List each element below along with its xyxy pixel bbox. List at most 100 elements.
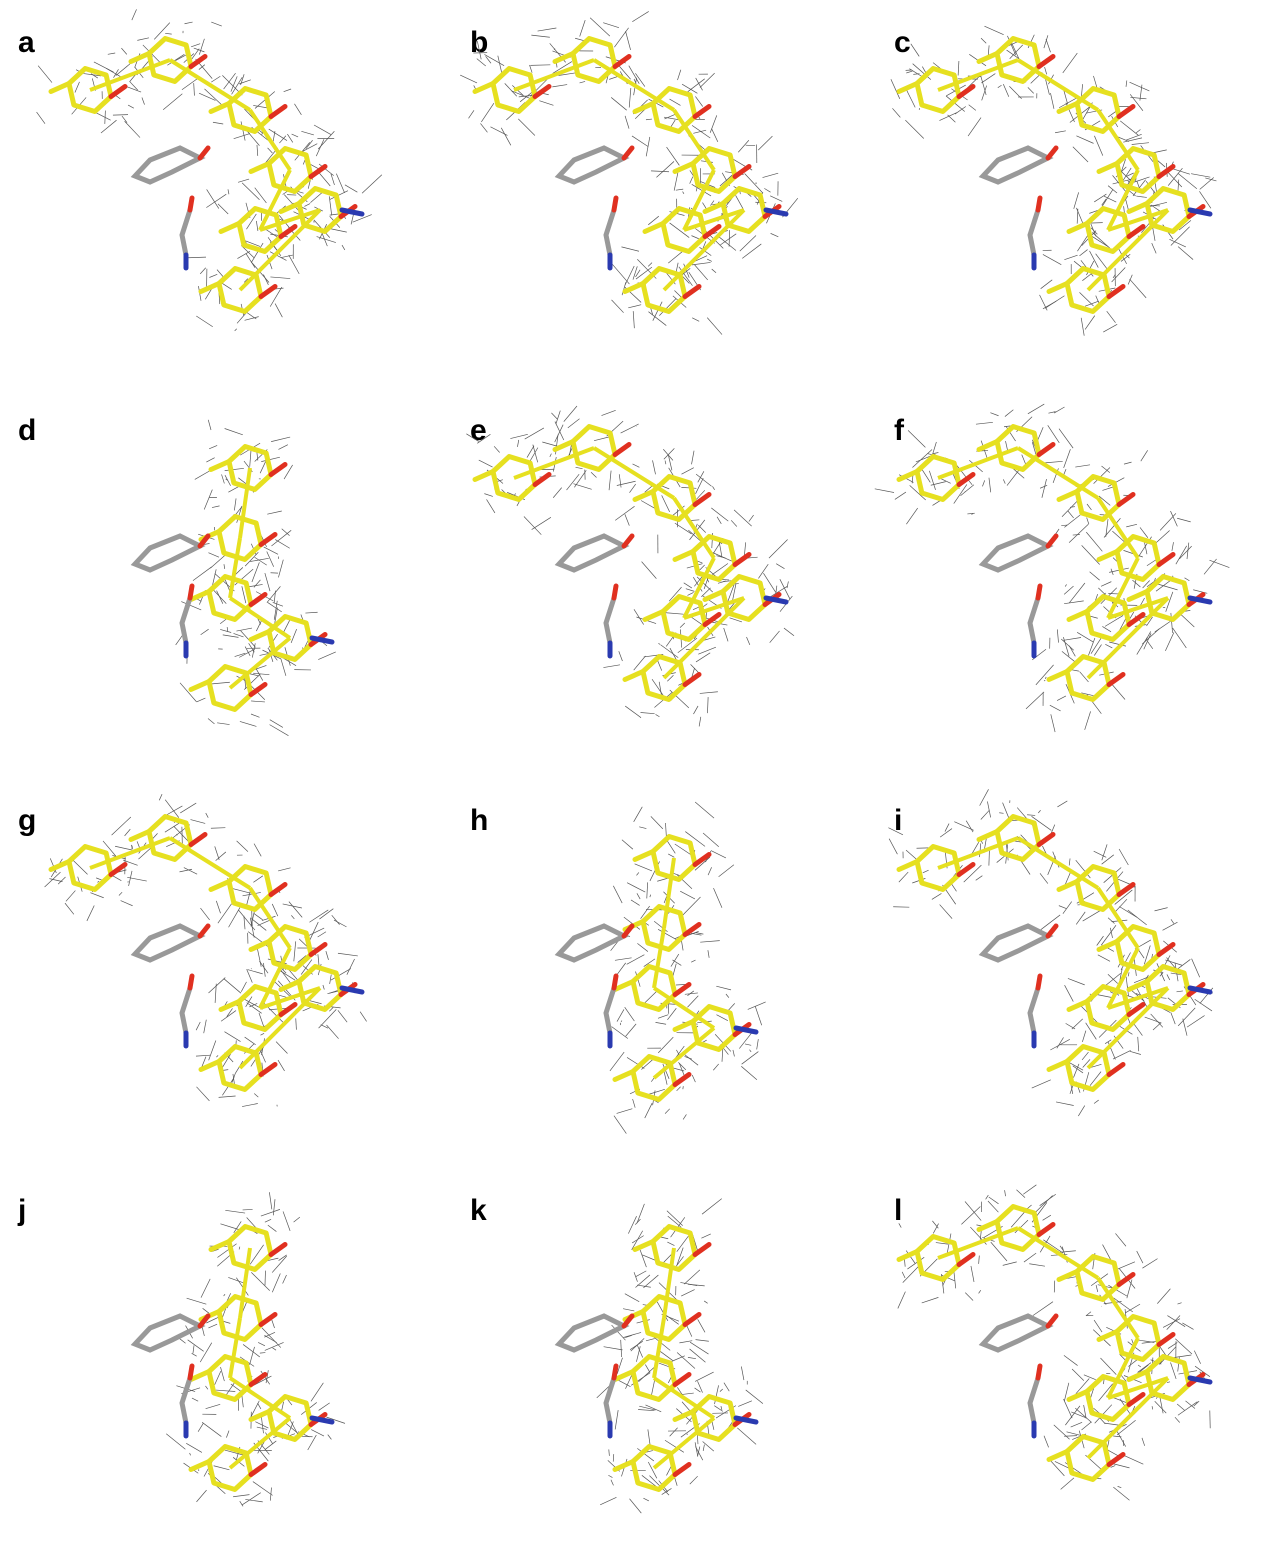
glycosidic-bond — [654, 1318, 664, 1378]
density-mesh — [1036, 665, 1054, 685]
density-mesh — [741, 1367, 744, 1381]
density-mesh — [700, 692, 718, 694]
density-mesh — [612, 300, 624, 313]
oxygen — [1119, 885, 1133, 895]
density-mesh — [234, 134, 250, 139]
density-mesh — [625, 1007, 635, 1021]
substituent — [1049, 283, 1067, 291]
glycosidic-bond — [1018, 60, 1098, 110]
density-mesh — [265, 573, 270, 591]
density-mesh — [632, 136, 648, 147]
density-mesh — [1136, 129, 1140, 132]
density-mesh — [692, 451, 695, 465]
density-mesh — [911, 44, 919, 57]
density-mesh — [637, 1204, 644, 1223]
density-mesh — [617, 1109, 633, 1114]
density-mesh — [480, 123, 487, 132]
density-mesh — [260, 1353, 266, 1354]
density-mesh — [1114, 899, 1127, 913]
density-mesh — [283, 191, 288, 194]
density-mesh — [264, 1332, 275, 1337]
density-mesh — [703, 833, 719, 847]
density-mesh — [212, 682, 230, 684]
density-mesh — [1173, 628, 1187, 648]
glycosidic-bond — [170, 838, 250, 888]
oxygen — [111, 865, 125, 875]
density-mesh — [223, 635, 239, 637]
density-mesh — [1172, 542, 1174, 551]
tyrosine-o — [624, 148, 632, 158]
density-mesh — [242, 1493, 261, 1505]
density-mesh — [125, 121, 140, 137]
density-mesh — [1155, 1401, 1167, 1413]
panel-label: a — [18, 26, 35, 59]
density-mesh — [747, 637, 750, 645]
density-mesh — [484, 494, 492, 497]
density-mesh — [1065, 1406, 1080, 1425]
density-mesh — [246, 253, 255, 267]
density-mesh — [633, 464, 640, 467]
oxygen — [311, 167, 325, 177]
density-mesh — [633, 266, 637, 279]
density-mesh — [628, 1216, 636, 1233]
density-mesh — [206, 1404, 221, 1408]
density-mesh — [576, 467, 583, 468]
density-mesh — [219, 1096, 236, 1097]
density-mesh — [245, 317, 259, 321]
density-mesh — [542, 442, 557, 446]
density-mesh — [692, 262, 711, 264]
density-mesh — [1075, 465, 1090, 467]
molecule — [45, 794, 367, 1106]
panel: g — [18, 794, 367, 1106]
density-mesh — [568, 419, 580, 428]
density-mesh — [479, 460, 493, 467]
density-mesh — [626, 31, 631, 50]
density-mesh — [695, 96, 702, 106]
density-mesh — [267, 511, 282, 514]
density-mesh — [1138, 1340, 1155, 1343]
density-mesh — [253, 1482, 273, 1496]
density-mesh — [192, 1353, 197, 1356]
density-mesh — [698, 1319, 705, 1332]
density-mesh — [717, 517, 721, 524]
density-mesh — [258, 1342, 265, 1345]
density-mesh — [257, 948, 261, 966]
density-mesh — [726, 994, 729, 998]
density-mesh — [1056, 1102, 1074, 1106]
density-mesh — [1167, 1316, 1185, 1327]
density-mesh — [731, 520, 737, 526]
density-mesh — [1048, 425, 1060, 443]
density-mesh — [716, 986, 731, 990]
density-mesh — [755, 1006, 761, 1025]
density-mesh — [246, 997, 252, 1007]
density-mesh — [469, 110, 474, 118]
density-mesh — [615, 958, 632, 960]
density-mesh — [603, 665, 620, 668]
density-mesh — [763, 573, 775, 592]
density-mesh — [1033, 1302, 1053, 1316]
density-mesh — [625, 706, 641, 718]
density-mesh — [687, 592, 693, 595]
density-mesh — [892, 108, 900, 117]
density-mesh — [273, 1348, 277, 1350]
density-mesh — [1128, 972, 1129, 976]
density-mesh — [1084, 1375, 1096, 1380]
density-mesh — [1040, 485, 1047, 488]
density-mesh — [708, 950, 709, 958]
density-mesh — [643, 1498, 648, 1501]
side-chain — [182, 1378, 190, 1423]
density-mesh — [787, 581, 788, 588]
density-mesh — [617, 481, 636, 485]
density-mesh — [1155, 530, 1170, 544]
density-mesh — [1178, 1303, 1182, 1304]
density-mesh — [655, 1022, 666, 1024]
density-mesh — [1113, 1487, 1129, 1500]
density-mesh — [1032, 1080, 1051, 1088]
density-mesh — [1034, 1195, 1053, 1214]
density-mesh — [319, 1009, 337, 1028]
tyrosine-ring — [983, 536, 1048, 570]
density-mesh — [1175, 1339, 1192, 1354]
density-mesh — [738, 140, 749, 152]
density-mesh — [1102, 844, 1107, 860]
density-mesh — [1041, 280, 1053, 289]
